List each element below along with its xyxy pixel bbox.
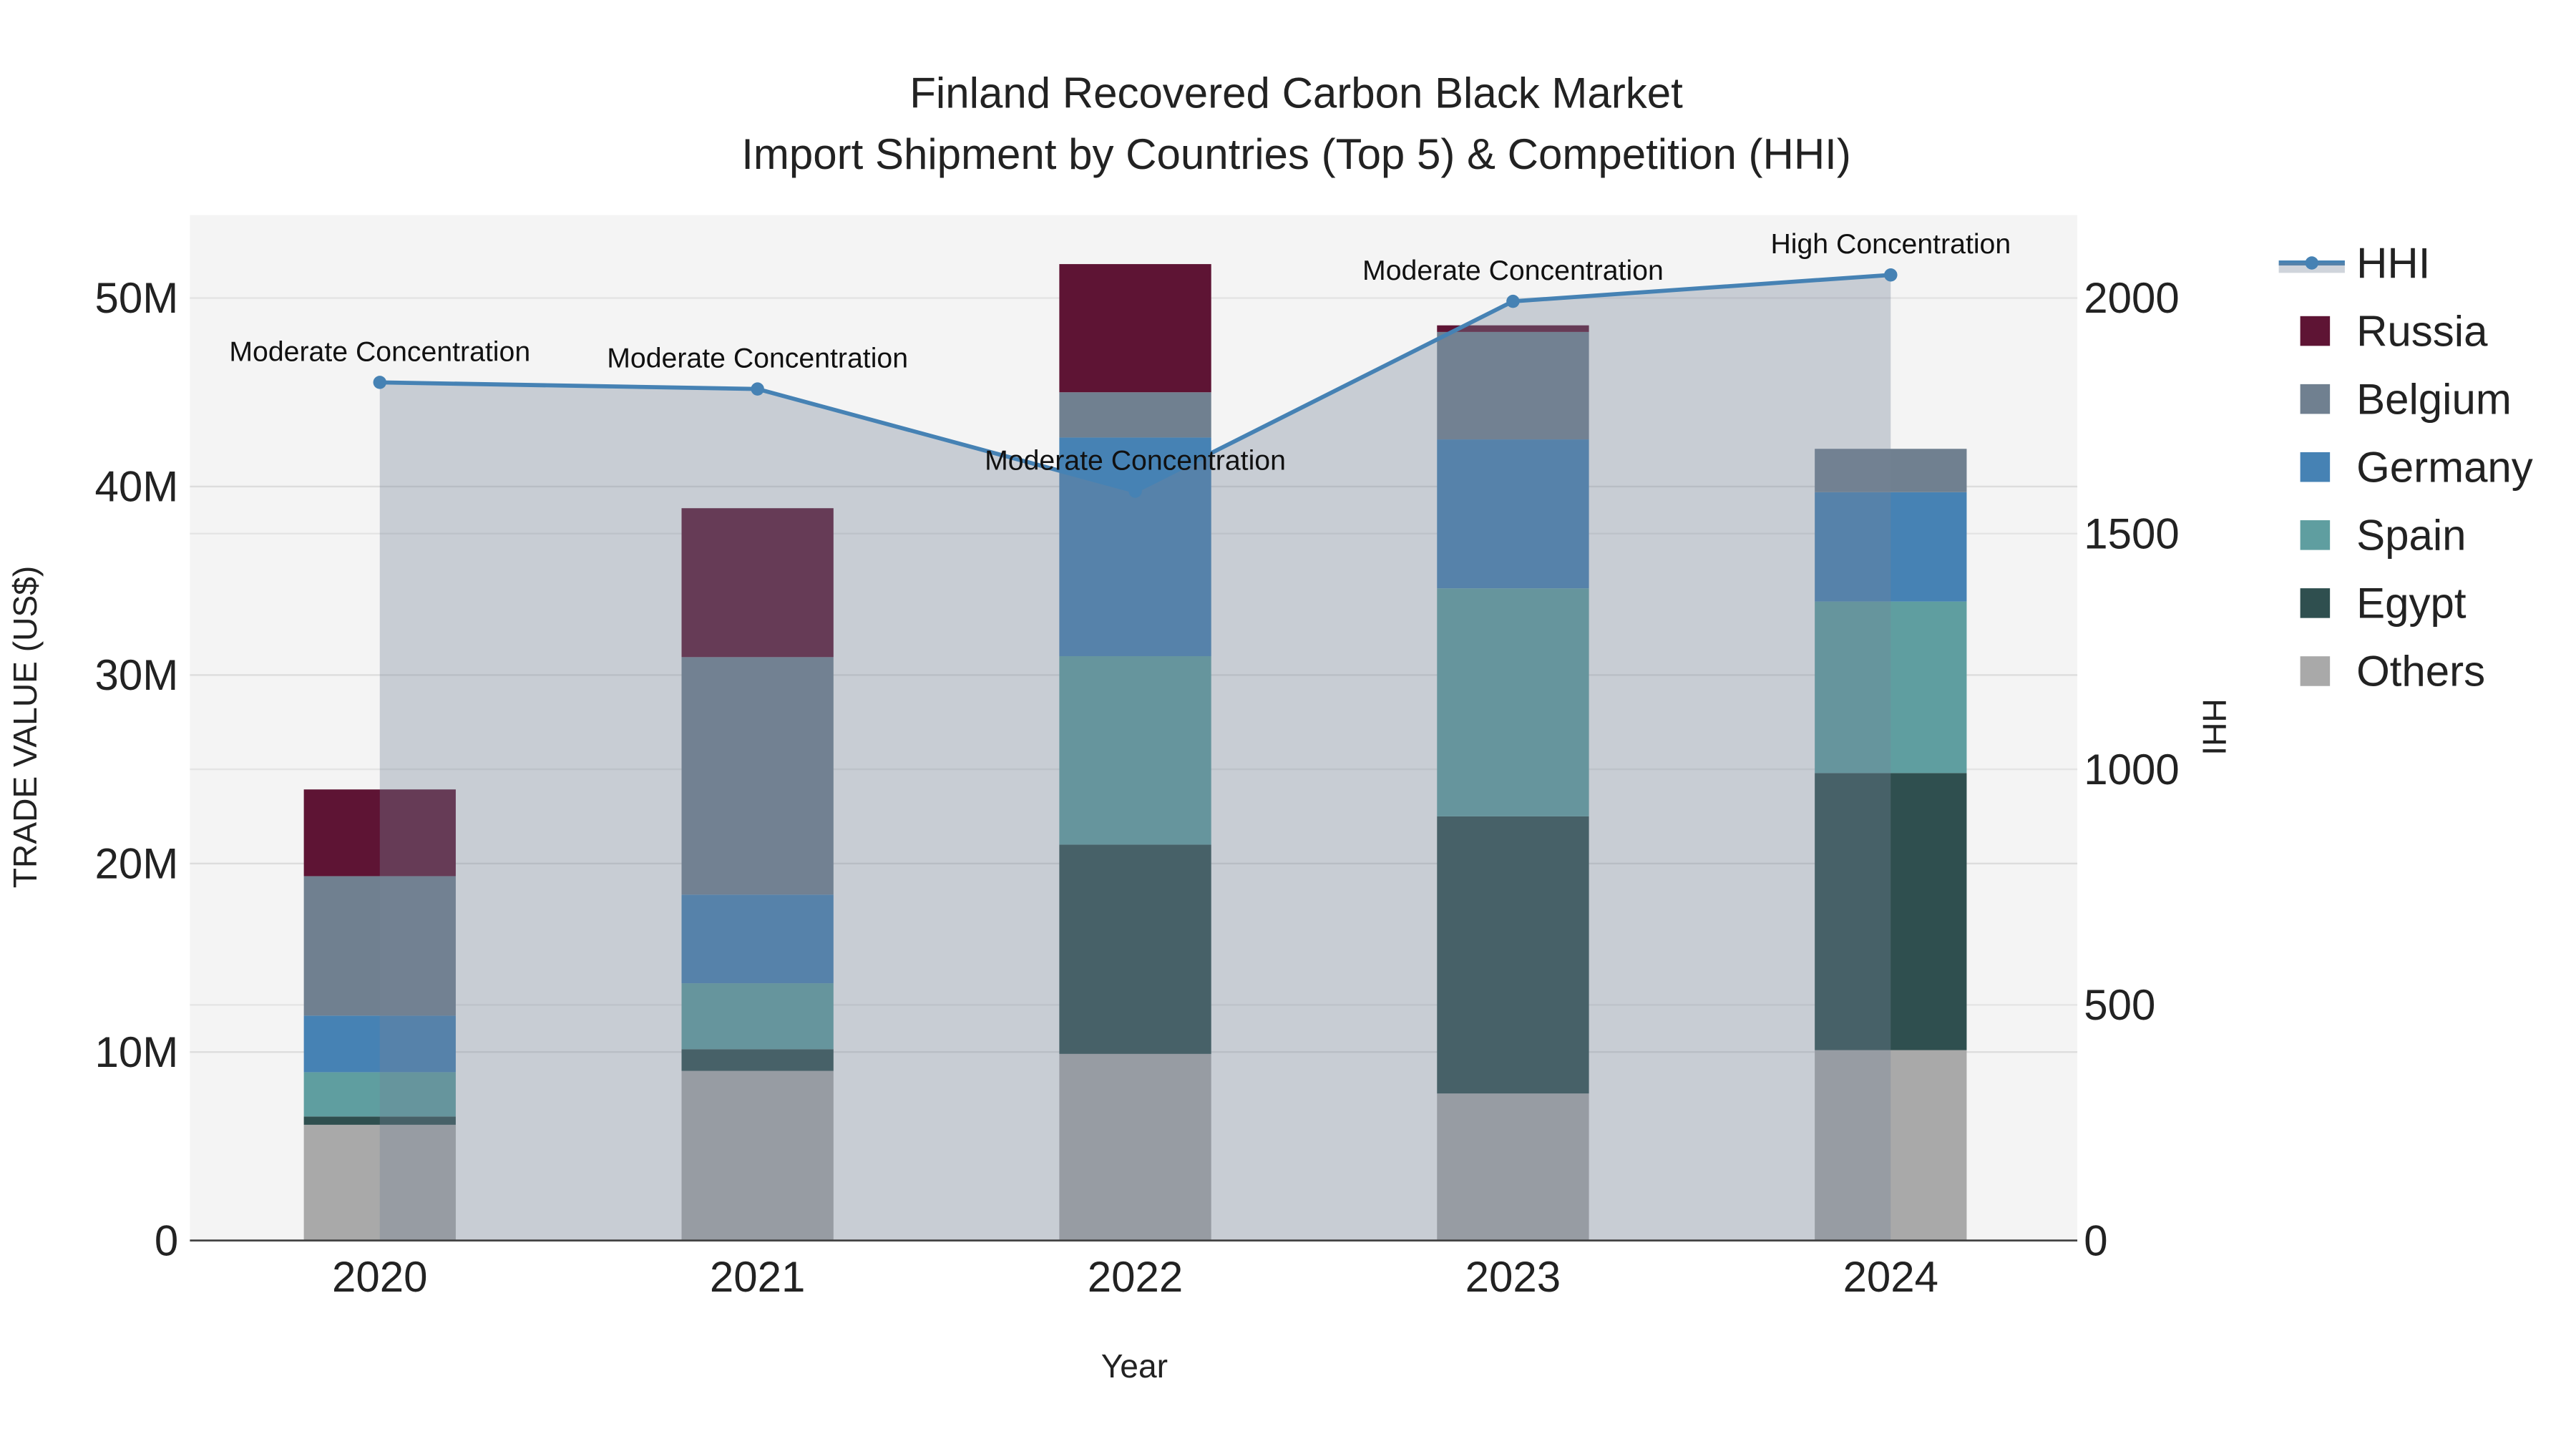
bar-egypt-2023 — [1437, 816, 1589, 1094]
bar-russia-2023 — [1437, 325, 1589, 332]
legend-swatch-russia — [2300, 316, 2331, 346]
legend-label-spain: Spain — [2356, 512, 2466, 560]
bar-egypt-2024 — [1815, 773, 1967, 1050]
hhi-point-2023 — [1506, 294, 1520, 308]
x-tick-label: 2024 — [1843, 1253, 1938, 1301]
hhi-point-2022 — [1128, 484, 1142, 498]
legend-label-egypt: Egypt — [2356, 580, 2467, 628]
hhi-point-2021 — [751, 382, 764, 396]
bar-spain-2020 — [303, 1072, 456, 1117]
y-tick-label: 50M — [95, 274, 179, 322]
bar-germany-2021 — [681, 894, 834, 984]
bar-belgium-2023 — [1437, 331, 1589, 440]
x-tick-label: 2023 — [1465, 1253, 1561, 1301]
hhi-annotation: Moderate Concentration — [1362, 255, 1664, 286]
y2-tick-label: 2000 — [2084, 274, 2179, 322]
hhi-annotation: Moderate Concentration — [985, 445, 1286, 477]
bar-spain-2021 — [681, 983, 834, 1050]
chart-title: Finland Recovered Carbon Black Market — [909, 69, 1683, 117]
y2-tick-label: 0 — [2084, 1216, 2107, 1264]
legend-swatch-belgium — [2300, 384, 2331, 414]
bar-russia-2020 — [303, 789, 456, 877]
hhi-annotation: Moderate Concentration — [229, 336, 530, 367]
y2-tick-label: 1500 — [2084, 510, 2179, 558]
bar-spain-2024 — [1815, 601, 1967, 774]
hhi-annotation: High Concentration — [1770, 228, 2011, 260]
legend-swatch-germany — [2300, 452, 2331, 482]
legend-swatch-egypt — [2300, 588, 2331, 618]
hhi-point-2020 — [373, 376, 386, 389]
bar-germany-2023 — [1437, 439, 1589, 589]
legend-swatch-others — [2300, 656, 2331, 686]
bar-germany-2024 — [1815, 492, 1967, 602]
y-tick-label: 40M — [95, 463, 179, 511]
legend-label-hhi: HHI — [2356, 239, 2430, 287]
bar-others-2023 — [1437, 1093, 1589, 1241]
bar-belgium-2021 — [681, 657, 834, 895]
hhi-annotation: Moderate Concentration — [607, 343, 908, 374]
bar-spain-2022 — [1059, 656, 1211, 845]
bar-belgium-2022 — [1059, 392, 1211, 438]
hhi-area — [379, 275, 1891, 1241]
y-tick-label: 0 — [155, 1216, 178, 1264]
bar-spain-2023 — [1437, 588, 1589, 816]
bar-others-2024 — [1815, 1050, 1967, 1241]
x-tick-label: 2022 — [1088, 1253, 1183, 1301]
bar-russia-2021 — [681, 508, 834, 658]
bar-egypt-2022 — [1059, 844, 1211, 1054]
y2-tick-label: 500 — [2084, 981, 2155, 1029]
y-tick-label: 30M — [95, 651, 179, 699]
chart-subtitle: Import Shipment by Countries (Top 5) & C… — [741, 130, 1851, 178]
y-tick-label: 20M — [95, 840, 179, 888]
x-tick-label: 2020 — [332, 1253, 427, 1301]
bar-belgium-2020 — [303, 876, 456, 1016]
legend-swatch-spain — [2300, 520, 2331, 550]
legend-label-germany: Germany — [2356, 444, 2533, 492]
bar-russia-2022 — [1059, 264, 1211, 393]
legend: HHI Russia Belgium Germany Spain Egypt Others — [2278, 239, 2533, 696]
legend-label-russia: Russia — [2356, 307, 2488, 355]
bar-others-2020 — [303, 1124, 456, 1241]
bar-germany-2020 — [303, 1015, 456, 1073]
y-tick-label: 10M — [95, 1028, 179, 1076]
x-tick-label: 2021 — [710, 1253, 805, 1301]
legend-marker-hhi — [2305, 256, 2318, 270]
y-axis-label: TRADE VALUE (US$) — [6, 566, 44, 888]
y2-axis-label: HHI — [2195, 698, 2233, 755]
bar-belgium-2024 — [1815, 449, 1967, 492]
legend-label-belgium: Belgium — [2356, 375, 2512, 423]
bar-egypt-2021 — [681, 1049, 834, 1071]
bar-others-2022 — [1059, 1053, 1211, 1241]
bar-egypt-2020 — [303, 1116, 456, 1125]
y2-tick-label: 1000 — [2084, 746, 2179, 794]
bar-others-2021 — [681, 1070, 834, 1241]
legend-label-others: Others — [2356, 648, 2485, 696]
hhi-point-2024 — [1884, 268, 1898, 282]
x-axis-label: Year — [1101, 1347, 1168, 1385]
bar-germany-2022 — [1059, 437, 1211, 657]
